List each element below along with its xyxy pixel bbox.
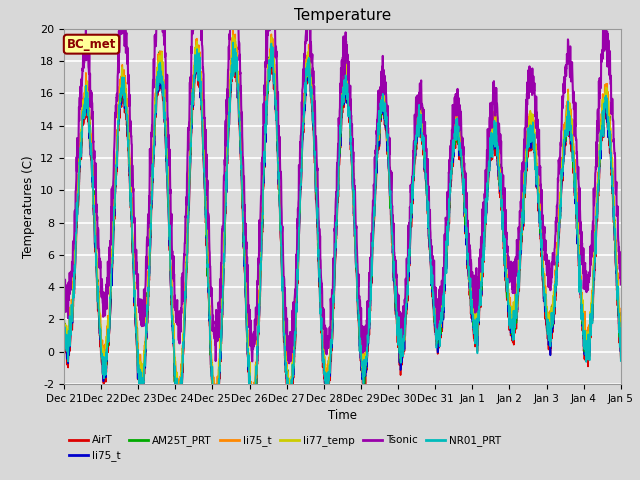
- Tsonic: [60, 277, 68, 283]
- Tsonic: [359, 329, 367, 335]
- Tsonic: [505, 262, 513, 267]
- NR01_PRT: [371, 200, 379, 206]
- Line: li75_t: li75_t: [64, 47, 621, 392]
- NR01_PRT: [617, 358, 625, 364]
- AirT: [584, 359, 591, 365]
- Line: AM25T_PRT: AM25T_PRT: [64, 35, 621, 392]
- li75_t: [137, 389, 145, 395]
- NR01_PRT: [568, 139, 576, 144]
- li75_t: [617, 345, 625, 350]
- li75_t: [568, 138, 576, 144]
- AirT: [60, 339, 68, 345]
- Tsonic: [371, 169, 379, 175]
- li77_temp: [371, 182, 379, 188]
- Text: BC_met: BC_met: [67, 37, 116, 51]
- AirT: [137, 389, 145, 395]
- Legend: AirT, li75_t, AM25T_PRT, li75_t, li77_temp, Tsonic, NR01_PRT: AirT, li75_t, AM25T_PRT, li75_t, li77_te…: [69, 435, 501, 461]
- AM25T_PRT: [230, 32, 238, 38]
- AM25T_PRT: [617, 346, 625, 351]
- Tsonic: [617, 282, 625, 288]
- Line: AirT: AirT: [64, 53, 621, 392]
- li75_t: [229, 27, 237, 33]
- li75_t: [60, 324, 68, 330]
- Tsonic: [584, 283, 591, 289]
- AM25T_PRT: [172, 389, 180, 395]
- li77_temp: [568, 116, 576, 122]
- AM25T_PRT: [359, 351, 367, 357]
- li77_temp: [505, 295, 513, 300]
- NR01_PRT: [229, 40, 237, 46]
- AirT: [371, 201, 379, 206]
- li75_t: [216, 351, 223, 357]
- Title: Temperature: Temperature: [294, 9, 391, 24]
- li77_temp: [359, 358, 367, 363]
- Line: li77_temp: li77_temp: [64, 36, 621, 392]
- AirT: [230, 50, 238, 56]
- li77_temp: [617, 336, 625, 342]
- Y-axis label: Temperatures (C): Temperatures (C): [22, 155, 35, 258]
- li75_t: [232, 44, 239, 49]
- AirT: [505, 313, 513, 319]
- AirT: [568, 137, 576, 143]
- NR01_PRT: [584, 350, 591, 356]
- AirT: [617, 356, 625, 362]
- NR01_PRT: [216, 364, 223, 370]
- Line: Tsonic: Tsonic: [64, 21, 621, 363]
- NR01_PRT: [138, 389, 145, 395]
- AM25T_PRT: [568, 121, 576, 127]
- Tsonic: [285, 360, 293, 366]
- li77_temp: [584, 345, 591, 350]
- li75_t: [359, 363, 367, 369]
- AirT: [359, 367, 367, 372]
- li75_t: [617, 328, 625, 334]
- li75_t: [359, 348, 367, 354]
- Tsonic: [568, 59, 576, 65]
- AM25T_PRT: [216, 359, 223, 364]
- li75_t: [216, 370, 223, 375]
- AM25T_PRT: [505, 293, 513, 299]
- li77_temp: [216, 356, 223, 361]
- li77_temp: [229, 33, 237, 38]
- li77_temp: [138, 389, 145, 395]
- AM25T_PRT: [584, 348, 591, 354]
- li75_t: [371, 192, 379, 197]
- li75_t: [568, 118, 576, 124]
- Tsonic: [216, 304, 223, 310]
- Line: NR01_PRT: NR01_PRT: [64, 43, 621, 392]
- li75_t: [505, 299, 513, 304]
- X-axis label: Time: Time: [328, 409, 357, 422]
- li75_t: [584, 356, 591, 362]
- NR01_PRT: [60, 336, 68, 342]
- Line: li75_t: li75_t: [64, 30, 621, 392]
- li77_temp: [60, 321, 68, 327]
- Tsonic: [116, 18, 124, 24]
- li75_t: [175, 389, 182, 395]
- AirT: [216, 371, 223, 376]
- NR01_PRT: [505, 302, 513, 308]
- AM25T_PRT: [60, 320, 68, 325]
- AM25T_PRT: [371, 174, 379, 180]
- NR01_PRT: [359, 372, 367, 377]
- li75_t: [584, 341, 591, 347]
- li75_t: [505, 313, 513, 319]
- li75_t: [371, 180, 379, 186]
- li75_t: [60, 333, 68, 339]
